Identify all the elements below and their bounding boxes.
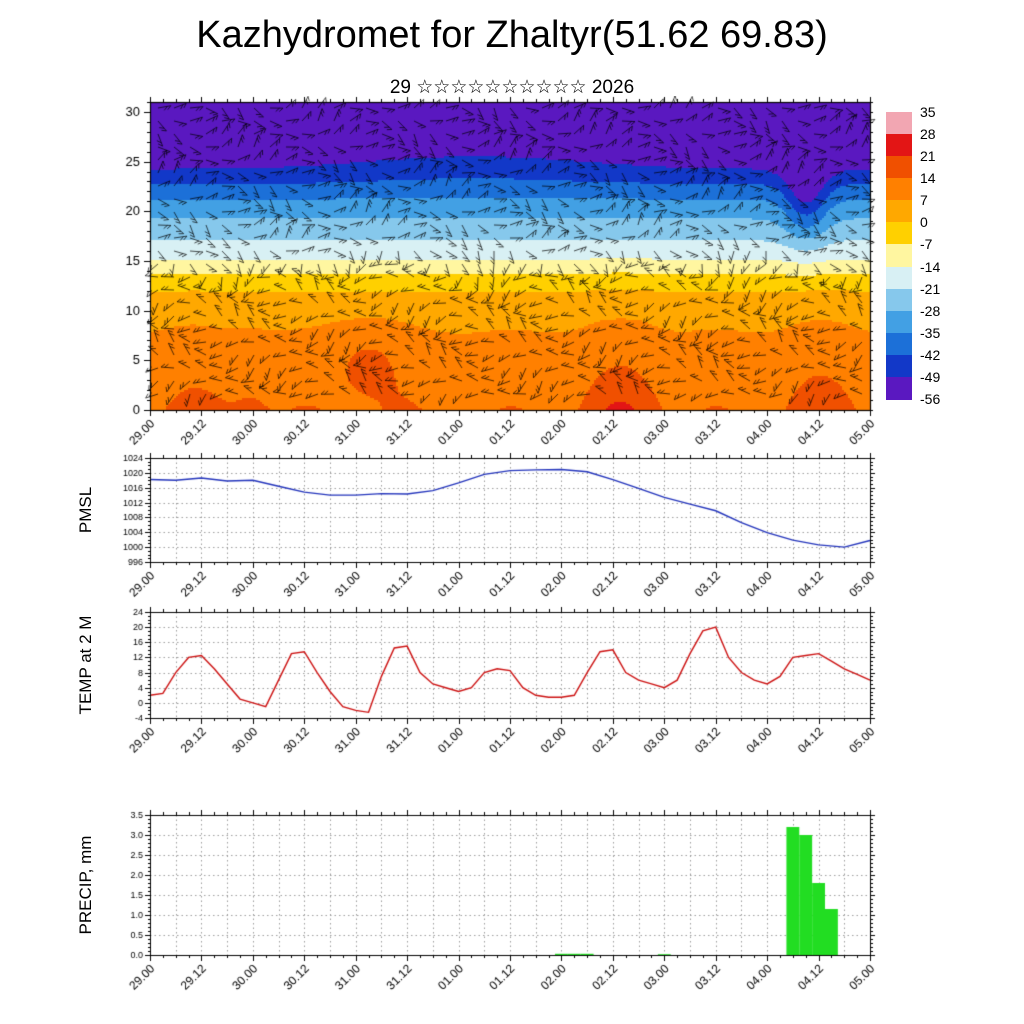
colorbar-label: -49 bbox=[920, 368, 941, 385]
page-title: Kazhydromet for Zhaltyr(51.62 69.83) bbox=[196, 14, 828, 56]
colorbar-segment bbox=[886, 178, 912, 201]
colorbar-label: 14 bbox=[920, 170, 936, 187]
upper-air-temperature-wind-chart bbox=[0, 96, 1024, 458]
colorbar-segment bbox=[886, 376, 912, 400]
temperature-colorbar: 35 28 21 14 7 0 -7 -14 -21 -28 -35 -42 -49 -56 bbox=[886, 104, 940, 407]
precip-chart bbox=[0, 796, 1024, 1020]
colorbar-label: 0 bbox=[920, 214, 928, 231]
colorbar-label: -7 bbox=[920, 236, 933, 253]
date-subtitle: 29 ☆☆☆☆☆☆☆☆☆☆ 2026 bbox=[389, 77, 635, 98]
colorbar-segment bbox=[886, 332, 912, 356]
colorbar-label: 21 bbox=[920, 148, 936, 165]
colorbar-segment bbox=[886, 222, 912, 246]
colorbar-label: -28 bbox=[920, 302, 941, 319]
colorbar-segment bbox=[886, 310, 912, 334]
temp-2m-chart bbox=[0, 598, 1024, 778]
colorbar-label: -56 bbox=[920, 391, 941, 407]
colorbar-segment bbox=[886, 134, 912, 157]
colorbar-segment bbox=[886, 288, 912, 312]
colorbar-segment bbox=[886, 200, 912, 223]
colorbar-label: -21 bbox=[920, 280, 941, 297]
colorbar-segment bbox=[886, 244, 912, 268]
pmsl-chart bbox=[0, 444, 1024, 604]
colorbar-label: 35 bbox=[920, 104, 936, 120]
colorbar-label: 7 bbox=[920, 192, 928, 209]
colorbar-label: 28 bbox=[920, 126, 936, 143]
colorbar-label: -35 bbox=[920, 324, 941, 341]
colorbar-label: -42 bbox=[920, 346, 941, 363]
colorbar-segment bbox=[886, 156, 912, 179]
colorbar-segment bbox=[886, 112, 912, 135]
colorbar-segment bbox=[886, 354, 912, 378]
colorbar-segment bbox=[886, 266, 912, 290]
colorbar-label: -14 bbox=[920, 258, 941, 275]
